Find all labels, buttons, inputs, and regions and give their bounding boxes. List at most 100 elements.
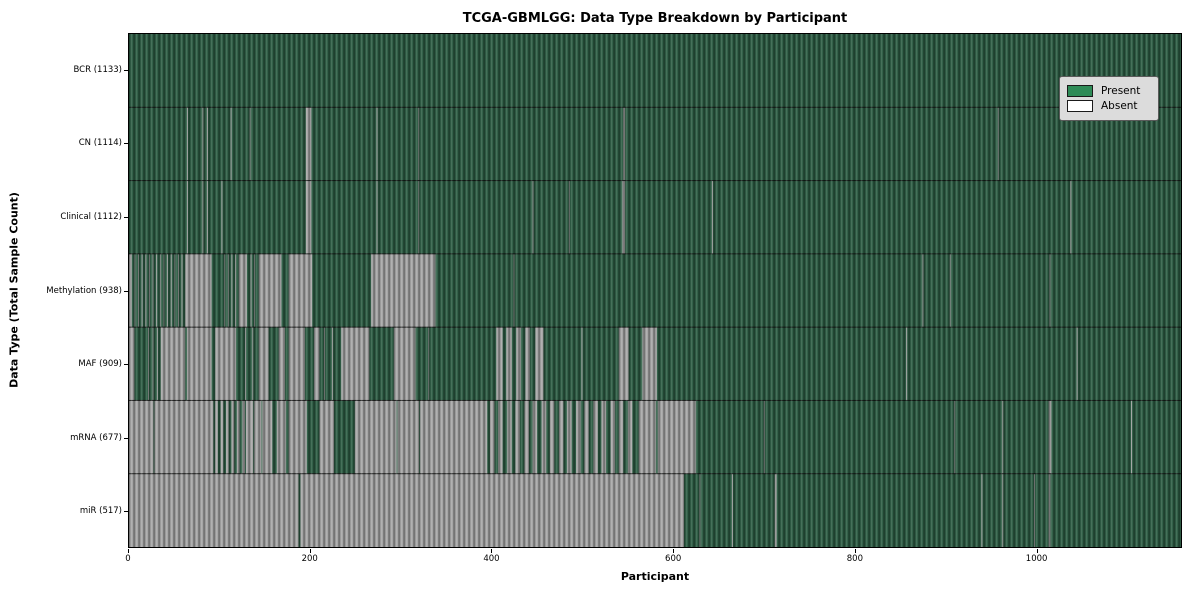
xtick-label-0: 0: [125, 554, 131, 564]
absent-block-miR: [732, 473, 733, 547]
absent-block-mRNA: [254, 400, 262, 474]
row-separator: [129, 399, 1181, 401]
absent-block-Methylation: [254, 253, 256, 328]
absent-block-Methylation: [231, 253, 233, 328]
absent-block-CN: [187, 107, 188, 181]
absent-block-mRNA: [524, 400, 529, 474]
absent-block-miR: [129, 473, 299, 547]
absent-block-Methylation: [138, 253, 139, 328]
absent-block-mRNA: [276, 400, 286, 474]
absent-block-mRNA: [558, 400, 564, 474]
absent-block-Methylation: [949, 253, 951, 328]
absent-block-Methylation: [513, 253, 515, 328]
absent-block-Methylation: [177, 253, 179, 328]
legend-item-absent: Absent: [1067, 100, 1150, 112]
absent-block-MAF: [129, 327, 135, 401]
absent-block-MAF: [581, 327, 583, 401]
absent-block-mRNA: [567, 400, 572, 474]
absent-block-CN: [997, 107, 999, 181]
absent-block-MAF: [525, 327, 530, 401]
y-axis-label: Data Type (Total Sample Count): [7, 192, 21, 388]
absent-block-mRNA: [954, 400, 956, 474]
xtick-mark: [491, 549, 493, 553]
presence-matrix: [129, 34, 1181, 547]
xtick-label-1000: 1000: [1025, 554, 1048, 564]
xtick-label-400: 400: [483, 554, 500, 564]
absent-block-Clinical: [712, 180, 714, 254]
absent-block-miR: [1048, 473, 1051, 547]
absent-block-miR: [981, 473, 983, 547]
absent-block-miR: [774, 473, 777, 547]
absent-block-Methylation: [185, 253, 212, 328]
absent-block-Clinical: [305, 180, 312, 254]
absent-block-MAF: [245, 327, 246, 401]
absent-block-MAF: [252, 327, 254, 401]
absent-block-mRNA: [507, 400, 512, 474]
absent-block-MAF: [332, 327, 334, 401]
absent-block-MAF: [258, 327, 269, 401]
row-separator: [129, 180, 1181, 182]
absent-block-Methylation: [167, 253, 168, 328]
absent-block-mRNA: [638, 400, 656, 474]
absent-block-mRNA: [154, 400, 214, 474]
absent-block-MAF: [535, 327, 544, 401]
ytick-label-Clinical: Clinical (1112): [60, 211, 122, 222]
absent-block-MAF: [618, 327, 629, 401]
ytick-label-Methylation: Methylation (938): [46, 285, 122, 296]
absent-block-mRNA: [226, 400, 229, 474]
absent-block-mRNA: [515, 400, 520, 474]
absent-block-CN: [418, 107, 420, 181]
absent-block-Clinical: [202, 180, 204, 254]
absent-block-Methylation: [141, 253, 143, 328]
ytick-label-mRNA: mRNA (677): [70, 432, 122, 443]
absent-block-Clinical: [376, 180, 378, 254]
absent-block-mRNA: [231, 400, 235, 474]
absent-block-MAF: [187, 327, 212, 401]
absent-block-CN: [376, 107, 378, 181]
absent-block-Methylation: [159, 253, 161, 328]
absent-block-Clinical: [418, 180, 420, 254]
absent-block-mRNA: [1002, 400, 1004, 474]
absent-block-Clinical: [1070, 180, 1072, 254]
ytick-mark: [124, 69, 128, 71]
xtick-mark: [309, 549, 311, 553]
xtick-mark: [854, 549, 856, 553]
xtick-label-800: 800: [846, 554, 864, 564]
row-separator: [129, 326, 1181, 328]
absent-block-CN: [249, 107, 251, 181]
absent-block-Methylation: [288, 253, 313, 328]
absent-block-CN: [230, 107, 232, 181]
absent-block-mRNA: [262, 400, 273, 474]
absent-block-MAF: [160, 327, 186, 401]
absent-block-Methylation: [224, 253, 226, 328]
plot-area: Present Absent: [128, 33, 1182, 548]
absent-block-MAF: [288, 327, 305, 401]
chart-title: TCGA-GBMLGG: Data Type Breakdown by Part…: [462, 11, 848, 26]
row-separator: [129, 253, 1181, 255]
ytick-label-MAF: MAF (909): [78, 359, 122, 370]
absent-block-mRNA: [1131, 400, 1133, 474]
absent-block-Methylation: [258, 253, 282, 328]
absent-block-mRNA: [549, 400, 555, 474]
absent-block-Methylation: [1049, 253, 1051, 328]
absent-block-mRNA: [489, 400, 495, 474]
absent-block-mRNA: [220, 400, 224, 474]
absent-swatch: [1067, 100, 1093, 112]
absent-block-mRNA: [610, 400, 616, 474]
legend-item-present: Present: [1067, 85, 1150, 97]
absent-block-Methylation: [134, 253, 136, 328]
legend: Present Absent: [1059, 76, 1159, 121]
absent-block-MAF: [642, 327, 657, 401]
absent-block-mRNA: [532, 400, 538, 474]
absent-block-Clinical: [187, 180, 188, 254]
absent-block-MAF: [393, 327, 416, 401]
ytick-label-BCR: BCR (1133): [73, 64, 123, 75]
absent-block-mRNA: [288, 400, 307, 474]
absent-block-Clinical: [568, 180, 570, 254]
absent-block-CN: [202, 107, 204, 181]
absent-block-mRNA: [627, 400, 633, 474]
absent-block-MAF: [314, 327, 320, 401]
xtick-mark: [1036, 549, 1038, 553]
absent-block-mRNA: [498, 400, 503, 474]
absent-block-Methylation: [922, 253, 924, 328]
